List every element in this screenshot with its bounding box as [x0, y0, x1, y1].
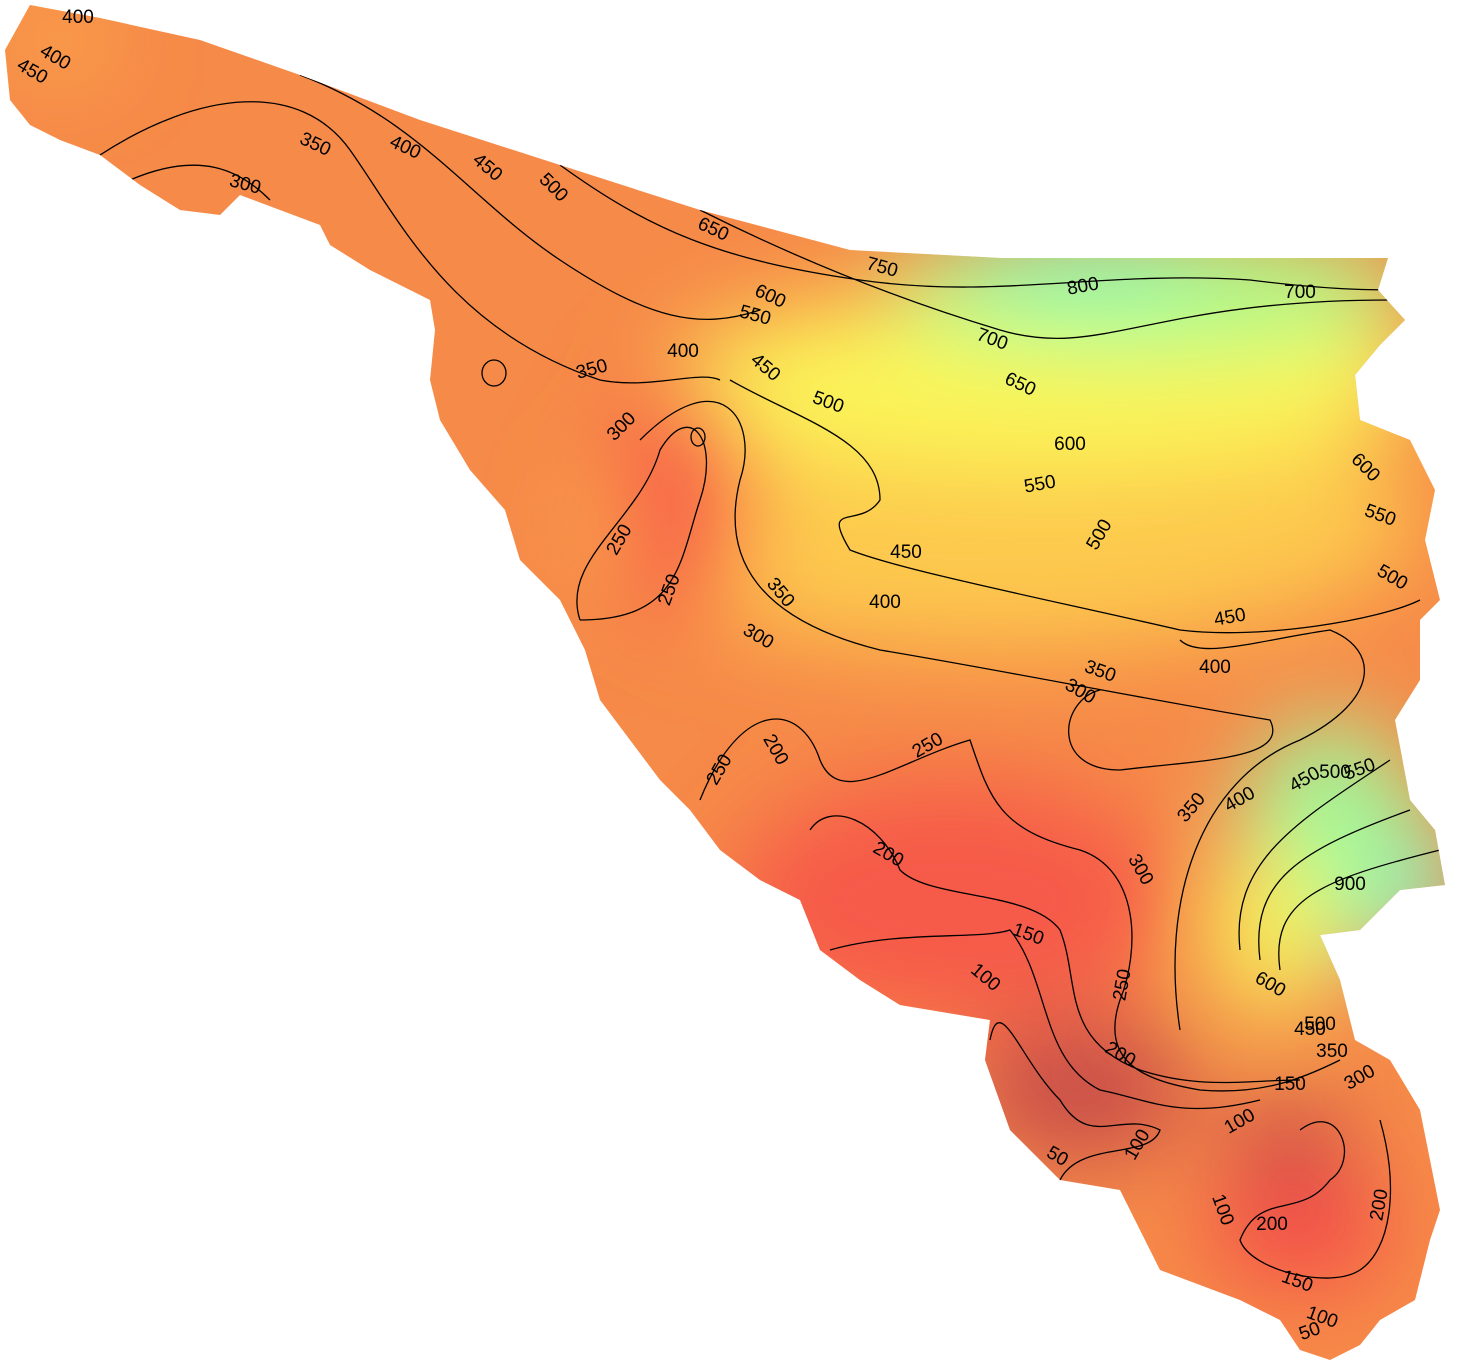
- contour-label: 400: [1199, 657, 1231, 678]
- contour-label: 350: [1316, 1041, 1348, 1062]
- contour-label: 400: [869, 592, 901, 613]
- contour-label: 600: [1054, 434, 1086, 455]
- contour-label: 150: [1274, 1074, 1306, 1095]
- contour-label: 900: [1334, 874, 1366, 895]
- contour-label: 450: [890, 542, 922, 563]
- contour-label: 400: [667, 341, 699, 362]
- contour-label: 500: [1304, 1014, 1336, 1035]
- contour-label: 500: [1319, 762, 1351, 783]
- contour-label: 450: [1294, 1019, 1326, 1040]
- contour-label: 200: [1256, 1214, 1288, 1235]
- contour-label: 700: [1284, 282, 1316, 303]
- contour-lines: [99, 74, 1441, 1279]
- contour-label: 400: [62, 7, 94, 28]
